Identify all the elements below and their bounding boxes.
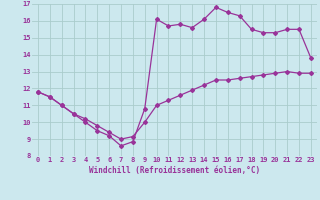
X-axis label: Windchill (Refroidissement éolien,°C): Windchill (Refroidissement éolien,°C) (89, 166, 260, 175)
